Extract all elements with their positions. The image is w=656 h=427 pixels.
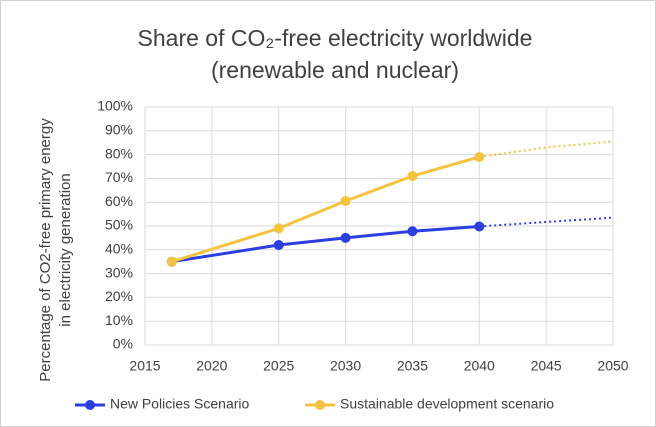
point [407,171,418,182]
x-tick-label: 2030 [330,358,361,374]
legend-marker [315,400,325,410]
x-tick-label: 2045 [531,358,562,374]
point [474,151,485,162]
y-tick-label: 50% [105,217,133,233]
y-tick-label: 30% [105,264,133,280]
x-tick-label: 2050 [597,358,628,374]
legend-label: Sustainable development scenario [340,396,554,412]
x-tick-label: 2015 [129,358,160,374]
projection-line [479,216,614,228]
point [166,256,177,267]
x-tick-label: 2035 [397,358,428,374]
y-axis-label: Percentage of CO2-free primary energy [37,118,54,382]
x-tick-label: 2040 [464,358,495,374]
legend-marker [85,400,95,410]
y-tick-label: 20% [105,288,133,304]
x-tick-label: 2020 [196,358,227,374]
x-tick-label: 2025 [263,358,294,374]
legend-label: New Policies Scenario [110,396,249,412]
y-tick-label: 90% [105,122,133,138]
y-axis-label: in electricity generation [57,173,74,326]
chart-subtitle: (renewable and nuclear) [211,57,459,83]
point [273,240,284,251]
y-tick-label: 10% [105,312,133,328]
point [340,196,351,207]
point [340,232,351,243]
y-tick-label: 100% [97,98,133,114]
y-tick-label: 80% [105,145,133,161]
y-tick-label: 0% [113,336,133,352]
chart-title: Share of CO₂-free electricity worldwide [138,25,533,51]
y-tick-label: 70% [105,169,133,185]
point [474,221,485,232]
y-tick-label: 40% [105,241,133,257]
point [273,223,284,234]
y-tick-label: 60% [105,193,133,209]
point [407,226,418,237]
